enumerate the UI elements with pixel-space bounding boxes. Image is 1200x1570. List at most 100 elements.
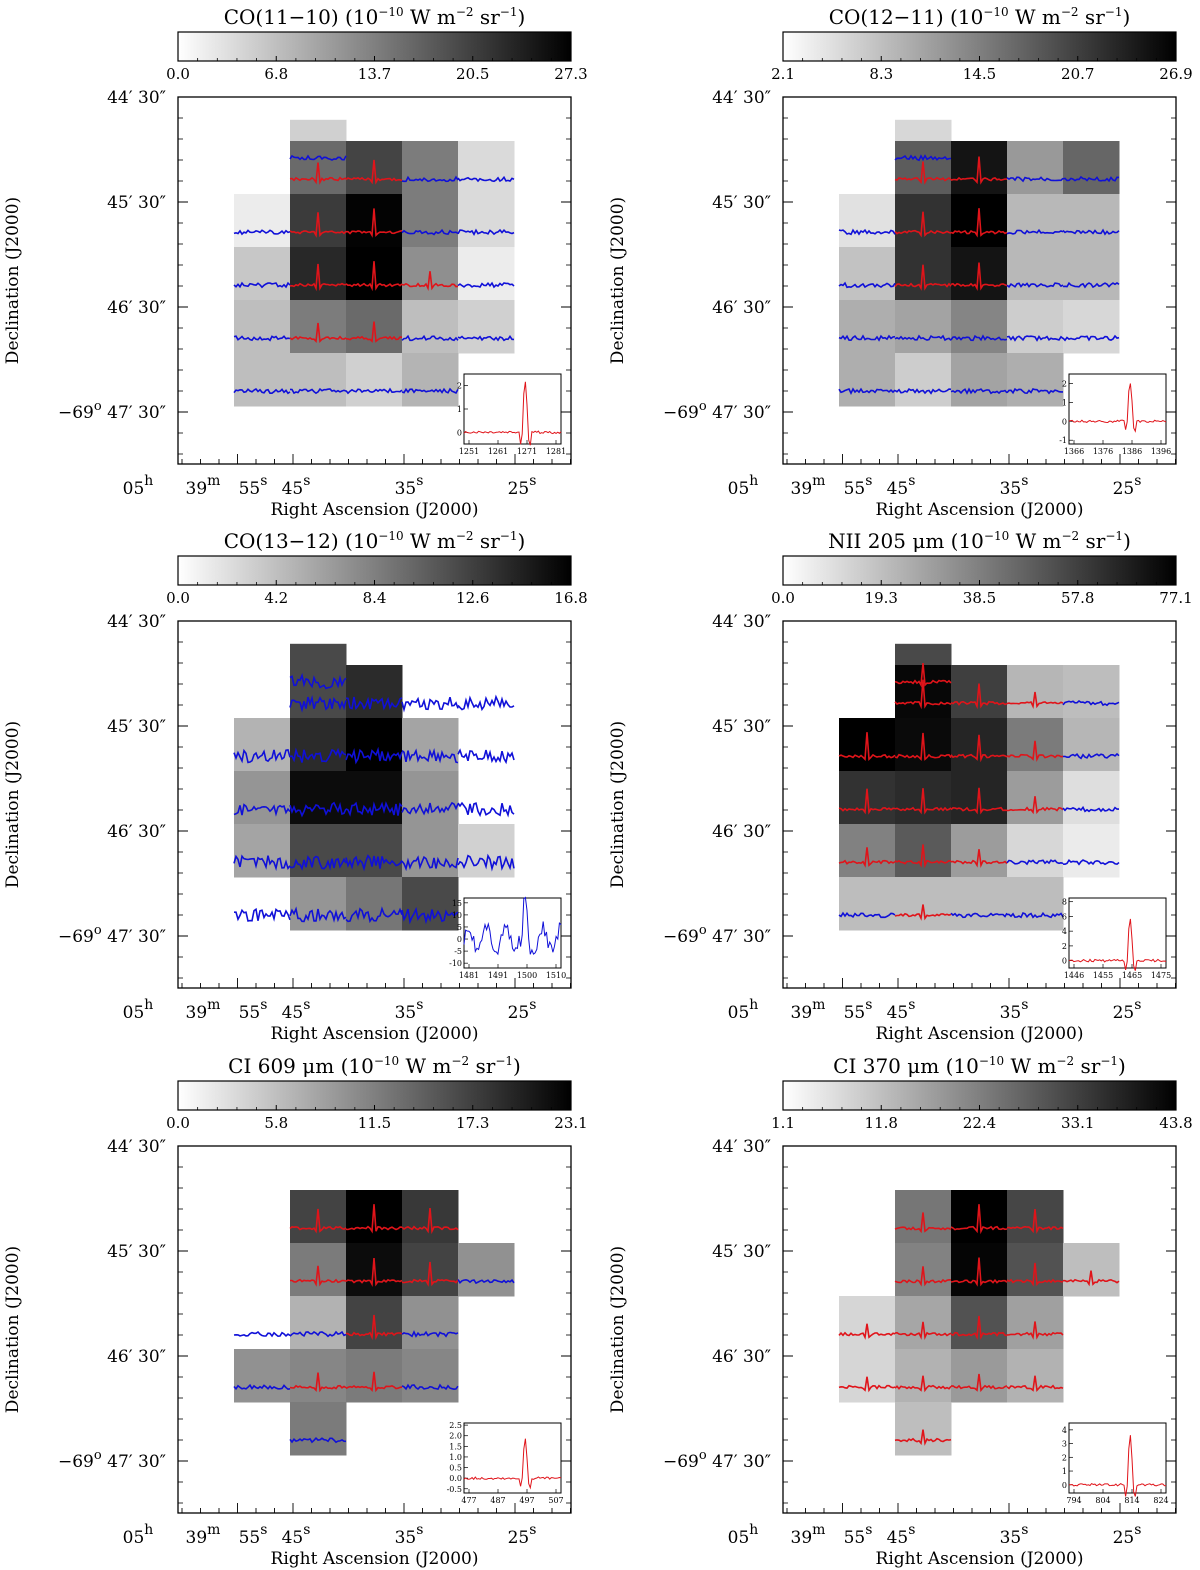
spectrum-line <box>401 906 459 925</box>
inset-y-tick-label: 2 <box>1062 942 1067 951</box>
x-axis-label: Right Ascension (J2000) <box>876 1024 1084 1044</box>
spectrum-line <box>894 904 952 921</box>
spectrum-line <box>345 1257 403 1287</box>
map-pixel <box>951 353 1008 407</box>
spectrum-line <box>894 732 952 761</box>
inset-x-tick-label: 1251 <box>459 447 479 456</box>
dec-tick-label: 44′ 30″ <box>712 1137 771 1157</box>
spectrum-line <box>401 387 459 395</box>
colorbar-tick-label: 5.8 <box>264 1114 288 1132</box>
spectrum-line <box>950 1315 1008 1341</box>
dec-tick-label: 44′ 30″ <box>107 612 166 632</box>
colorbar-tick-label: 57.8 <box>1061 589 1094 607</box>
inset-x-tick-label: 487 <box>490 1496 505 1505</box>
panel-5: CI 609 μm (10−10 W m−2 sr−1) 0.0 5.8 11.5 17… <box>3 1054 588 1569</box>
dec-tick-label: 46′ 30″ <box>712 1347 771 1367</box>
colorbar-tick-label: 23.1 <box>554 1114 587 1132</box>
map-pixel <box>1063 300 1120 354</box>
inset-y-tick-label: 1 <box>1062 398 1067 407</box>
inset-x-tick-label: 1271 <box>517 447 537 456</box>
map-pixel <box>346 877 403 931</box>
spectrum-line <box>1007 911 1064 919</box>
spectrum-line <box>401 855 459 872</box>
inset-x-tick-label: 1455 <box>1093 971 1113 980</box>
map-pixel <box>839 247 896 301</box>
inset-frame <box>1068 373 1167 445</box>
spectrum-line <box>1062 228 1120 236</box>
map-area <box>838 119 1120 407</box>
inset-x-tick-label: 1465 <box>1122 971 1142 980</box>
spectrum-line <box>950 734 1008 763</box>
map-pixel <box>458 300 515 354</box>
spectrum-line <box>1006 796 1064 815</box>
ra-tick-label: 25s <box>508 997 537 1023</box>
inset-y-tick-label: -1 <box>1059 436 1067 445</box>
inset-x-tick-label: 824 <box>1153 1496 1168 1505</box>
spectrum-line <box>233 1383 291 1391</box>
spectrum-line <box>401 696 459 713</box>
y-axis-label: Declination (J2000) <box>608 1246 628 1413</box>
dec-tick-label: −69o 47′ 30″ <box>663 923 771 947</box>
inset-frame <box>463 1422 562 1494</box>
colorbar-tick-label: 77.1 <box>1159 589 1192 607</box>
spectrum-line <box>838 334 896 342</box>
map-pixel <box>402 1296 459 1350</box>
colorbar-tick-label: 8.3 <box>869 65 893 83</box>
ra-tick-label: 05h <box>728 1522 759 1548</box>
ra-tick-label: 45s <box>282 1522 311 1548</box>
colorbar-tick-label: 20.7 <box>1061 65 1094 83</box>
spectrum-line <box>233 335 291 342</box>
inset-spectrum-line <box>463 896 562 956</box>
spectrum-line <box>401 1208 459 1235</box>
spectrum-line <box>289 801 347 818</box>
ra-tick-label: 25s <box>1113 1522 1142 1548</box>
spectrum-line <box>1006 1375 1064 1392</box>
map-pixel <box>839 1349 896 1403</box>
inset-y-tick-label: 0.5 <box>449 1464 462 1473</box>
map-pixel <box>1007 824 1064 878</box>
inset-y-tick-label: 2 <box>1062 379 1067 388</box>
inset-x-tick-label: 1261 <box>488 447 508 456</box>
spectrum-line <box>950 849 1008 869</box>
colorbar-tick-label: 2.1 <box>771 65 795 83</box>
spectrum-line <box>1006 740 1064 763</box>
map-pixel <box>1063 824 1120 878</box>
colorbar-tick-label: 20.5 <box>456 65 489 83</box>
dec-tick-label: 46′ 30″ <box>107 298 166 318</box>
spectrum-line <box>894 844 952 869</box>
dec-tick-label: −69o 47′ 30″ <box>663 1448 771 1472</box>
map-pixel <box>234 1349 291 1403</box>
inset-x-tick-label: 477 <box>461 1496 476 1505</box>
inset-x-tick-label: 1376 <box>1093 447 1113 456</box>
map-pixel <box>234 194 291 248</box>
inset-y-tick-label: 1.5 <box>449 1442 462 1451</box>
map-pixel <box>402 300 459 354</box>
map-pixel <box>895 300 952 354</box>
colorbar-tick-label: 26.9 <box>1159 65 1192 83</box>
inset-x-tick-label: 1481 <box>459 971 479 980</box>
spectrum-line <box>289 212 347 238</box>
colorbar-tick-label: 0.0 <box>771 589 795 607</box>
map-pixel <box>402 141 459 195</box>
colorbar-tick-label: 43.8 <box>1159 1114 1192 1132</box>
ra-tick-label: 35s <box>1000 473 1029 499</box>
map-pixel <box>346 353 403 407</box>
spectrum-line <box>345 159 403 185</box>
inset-spectrum: -10 -5 0 5 10 15 1481 1491 1500 1510 <box>449 896 566 980</box>
spectrum-line <box>950 208 1008 238</box>
inset-spectrum: -0.5 0.00.5 1.0 1.52.0 2.5 477 487 497 507 <box>447 1421 564 1505</box>
panel-title: CI 609 μm (10−10 W m−2 sr−1) <box>228 1054 521 1078</box>
inset-spectrum: 0 2 4 6 8 1446 1455 1465 1475 <box>1062 897 1171 980</box>
spectrum-line <box>289 162 347 185</box>
panel-title: CI 370 μm (10−10 W m−2 sr−1) <box>833 1054 1126 1078</box>
ra-tick-label: 35s <box>395 997 424 1023</box>
colorbar-tick-label: 4.2 <box>264 589 288 607</box>
spectrum-line <box>838 281 896 289</box>
spectrum-line <box>1062 805 1119 813</box>
plot-frame <box>782 620 1177 989</box>
ra-tick-label: 35s <box>395 473 424 499</box>
spectrum-line <box>289 154 347 161</box>
inset-y-tick-label: -5 <box>454 947 462 956</box>
spectrum-line <box>1006 691 1064 709</box>
